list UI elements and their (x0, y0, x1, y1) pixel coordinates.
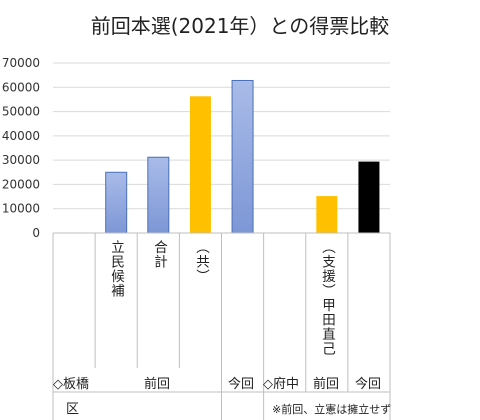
bar (316, 196, 338, 233)
y-tick-label: 40000 (2, 129, 40, 143)
footnote: ※前回、立憲は擁立せず (272, 403, 392, 416)
y-tick-label: 50000 (2, 105, 40, 119)
y-tick-label: 20000 (2, 177, 40, 191)
category-label-karasawa: （支援）甲田直己 (319, 240, 335, 356)
bar (358, 161, 380, 233)
bar (231, 79, 254, 234)
group-label-fuchu: ◇府中 (263, 377, 299, 392)
group-label-zenkai-1: 前回 (144, 377, 171, 392)
group-label-konkai-1: 今回 (228, 377, 255, 392)
group-label-itabashi-ku: 区 (66, 402, 80, 417)
y-tick-label: 10000 (2, 202, 40, 216)
bar (147, 156, 170, 234)
y-tick-label: 70000 (2, 56, 40, 70)
y-tick-label: 30000 (2, 153, 40, 167)
category-label-rikken: 合計 (151, 240, 167, 269)
group-label-itabashi: ◇板橋 (53, 377, 89, 392)
bar (189, 96, 211, 234)
group-label-zenkai-2: 前回 (313, 377, 340, 392)
category-label-tokudome: 立民候補 (108, 240, 124, 298)
chart-title: 前回本選(2021年）との得票比較 (90, 14, 390, 38)
category-label-total: （共） (193, 240, 209, 284)
y-tick-label: 60000 (2, 80, 40, 94)
y-tick-label: 0 (32, 226, 40, 240)
bar (105, 171, 128, 234)
group-label-konkai-2: 今回 (355, 377, 382, 392)
